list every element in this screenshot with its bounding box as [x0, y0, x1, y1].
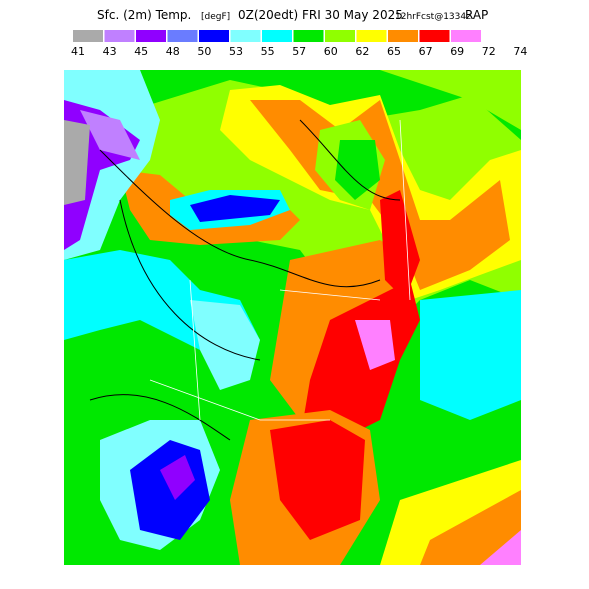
colorbar-label: 69	[450, 45, 464, 58]
forecast-info: 12hrFcst@1334z	[395, 12, 471, 22]
model-name: RAP	[465, 8, 488, 22]
colorbar-label: 65	[387, 45, 401, 58]
color-swatch	[73, 30, 103, 42]
colorbar-label: 72	[482, 45, 496, 58]
color-swatch	[199, 30, 229, 42]
colorbar-label: 43	[103, 45, 117, 58]
color-swatch	[325, 30, 355, 42]
colorbar: 41 43 45 48 50 53 55 57 60 62 65 67 69 72 74	[71, 30, 527, 58]
colorbar-label: 57	[292, 45, 306, 58]
colorbar-label: 50	[197, 45, 211, 58]
color-swatch	[388, 30, 418, 42]
colorbar-label: 48	[166, 45, 180, 58]
color-swatch	[230, 30, 261, 42]
color-swatch	[262, 30, 292, 42]
colorbar-label: 41	[71, 45, 85, 58]
color-swatch	[419, 30, 450, 42]
colorbar-label: 53	[229, 45, 243, 58]
valid-time: 0Z(20edt) FRI 30 May 2025	[238, 8, 403, 22]
color-swatch	[451, 30, 481, 42]
colorbar-label: 74	[513, 45, 527, 58]
field-title: Sfc. (2m) Temp.	[97, 8, 191, 22]
temperature-map	[64, 70, 521, 565]
color-swatch	[356, 30, 387, 42]
color-swatch	[293, 30, 324, 42]
colorbar-label: 67	[419, 45, 433, 58]
colorbar-label: 45	[134, 45, 148, 58]
colorbar-label: 55	[261, 45, 275, 58]
colorbar-label: 62	[355, 45, 369, 58]
color-swatch	[167, 30, 198, 42]
colorbar-label: 60	[324, 45, 338, 58]
color-swatch	[136, 30, 166, 42]
color-swatch	[104, 30, 135, 42]
units: [degF]	[201, 12, 230, 22]
